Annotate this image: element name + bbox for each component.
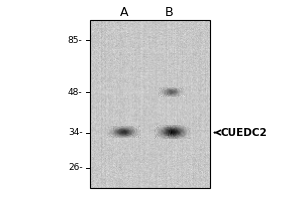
Text: 26-: 26- [68, 163, 82, 172]
Text: 48-: 48- [68, 88, 82, 97]
Text: CUEDC2: CUEDC2 [220, 128, 267, 138]
Text: 34-: 34- [68, 128, 82, 137]
Text: A: A [120, 6, 129, 20]
Text: 85-: 85- [68, 36, 82, 45]
Text: B: B [165, 6, 174, 20]
